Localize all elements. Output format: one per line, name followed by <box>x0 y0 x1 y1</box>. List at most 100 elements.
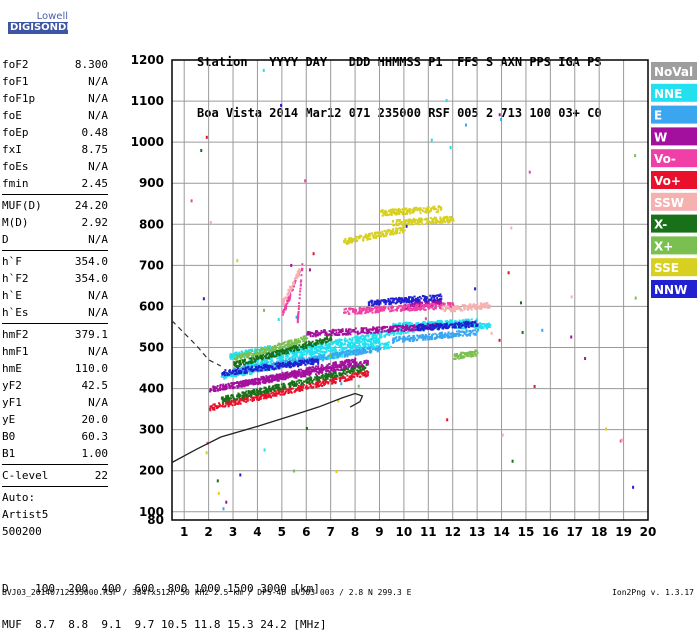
echo-point <box>273 378 275 380</box>
echo-point <box>411 309 413 311</box>
echo-point <box>429 304 431 306</box>
echo-point <box>431 338 433 340</box>
echo-point <box>345 378 347 380</box>
echo-point <box>440 304 442 306</box>
echo-point <box>479 322 481 324</box>
noise-point <box>309 268 311 271</box>
echo-point <box>308 346 310 348</box>
echo-point <box>447 305 449 307</box>
echo-point <box>303 346 305 348</box>
echo-point <box>460 331 462 333</box>
echo-point <box>375 332 377 334</box>
noise-point <box>191 199 193 202</box>
echo-point <box>300 380 302 382</box>
echo-point <box>393 330 395 332</box>
echo-point <box>308 333 310 335</box>
echo-point <box>278 373 280 375</box>
noise-point <box>446 99 448 102</box>
echo-point <box>277 353 279 355</box>
y-tick-label: 400 <box>139 382 164 396</box>
echo-point <box>469 304 471 306</box>
echo-point <box>222 384 224 386</box>
echo-point <box>298 270 300 272</box>
echo-point <box>270 392 272 394</box>
echo-point <box>354 344 356 346</box>
echo-point <box>240 398 242 400</box>
x-tick-label: 4 <box>253 525 261 539</box>
echo-point <box>291 347 293 349</box>
noise-point <box>264 448 266 451</box>
echo-point <box>334 341 336 343</box>
y-tick-label: 800 <box>139 217 164 231</box>
echo-point <box>359 376 361 378</box>
echo-point <box>286 373 288 375</box>
echo-point <box>428 333 430 335</box>
echo-point <box>251 359 253 361</box>
echo-point <box>273 362 275 364</box>
echo-point <box>282 314 284 316</box>
echo-point <box>234 404 236 406</box>
echo-point <box>291 392 293 394</box>
echo-point <box>341 377 343 379</box>
echo-point <box>353 376 355 378</box>
echo-point <box>214 386 216 388</box>
echo-point <box>325 380 327 382</box>
echo-point <box>298 305 300 307</box>
noise-point <box>500 118 502 121</box>
echo-point <box>316 385 318 387</box>
echo-point <box>415 307 417 309</box>
echo-point <box>360 311 362 313</box>
echo-point <box>419 335 421 337</box>
echo-point <box>241 382 243 384</box>
echo-point <box>245 350 247 352</box>
echo-point <box>464 305 466 307</box>
echo-point <box>221 376 223 378</box>
echo-point <box>333 374 335 376</box>
echo-point <box>317 333 319 335</box>
echo-point <box>216 407 218 409</box>
echo-point <box>317 365 319 367</box>
echo-point <box>334 375 336 377</box>
echo-point <box>254 348 256 350</box>
echo-point <box>339 341 341 343</box>
noise-point <box>225 501 227 504</box>
echo-point <box>298 369 300 371</box>
echo-point <box>387 329 389 331</box>
echo-point <box>396 310 398 312</box>
echo-point <box>344 337 346 339</box>
echo-point <box>282 393 284 395</box>
echo-point <box>242 380 244 382</box>
echo-point <box>284 375 286 377</box>
echo-point <box>486 323 488 325</box>
echo-point <box>258 381 260 383</box>
echo-point <box>357 371 359 373</box>
echo-point <box>327 338 329 340</box>
echo-point <box>359 369 361 371</box>
echo-point <box>321 375 323 377</box>
echo-point <box>275 375 277 377</box>
echo-point <box>388 308 390 310</box>
echo-point <box>405 322 407 324</box>
echo-point <box>297 316 299 318</box>
echo-point <box>319 334 321 336</box>
echo-point <box>302 353 304 355</box>
echo-point <box>340 361 342 363</box>
echo-point <box>469 335 471 337</box>
echo-point <box>253 358 255 360</box>
echo-point <box>459 307 461 309</box>
echo-point <box>378 346 380 348</box>
echo-point <box>268 388 270 390</box>
echo-point <box>293 350 295 352</box>
noise-point <box>210 221 212 224</box>
echo-point <box>438 333 440 335</box>
echo-point <box>427 336 429 338</box>
echo-point <box>414 337 416 339</box>
echo-point <box>316 352 318 354</box>
echo-point <box>212 408 214 410</box>
echo-point <box>372 329 374 331</box>
echo-point <box>412 305 414 307</box>
echo-point <box>256 396 258 398</box>
echo-point <box>355 309 357 311</box>
echo-point <box>269 345 271 347</box>
echo-point <box>259 397 261 399</box>
